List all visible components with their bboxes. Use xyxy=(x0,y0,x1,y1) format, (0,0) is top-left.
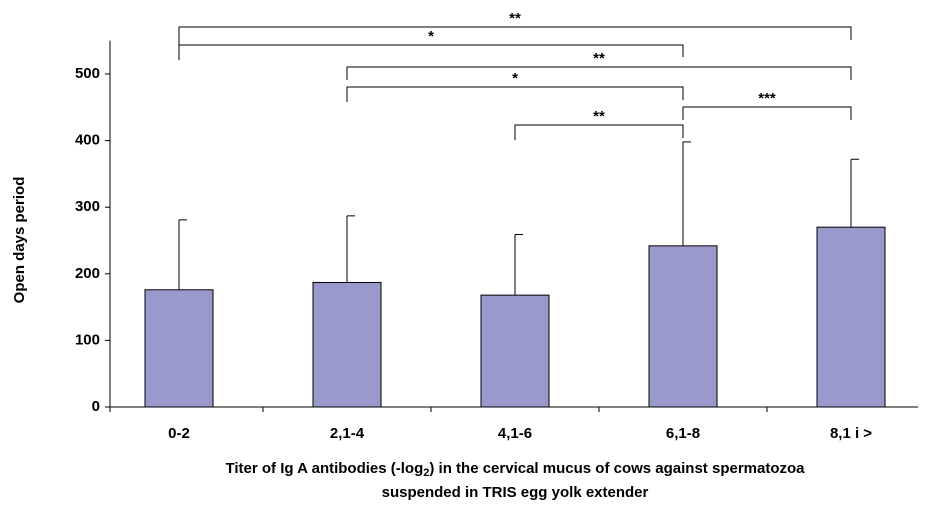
significance-label: ** xyxy=(593,50,605,67)
x-axis-title: suspended in TRIS egg yolk extender xyxy=(382,484,649,501)
significance-bracket xyxy=(178,44,684,60)
significance-bracket xyxy=(178,26,852,60)
x-tick-label: 4,1-6 xyxy=(498,425,532,442)
significance-label: *** xyxy=(758,90,776,107)
bar xyxy=(816,226,886,408)
x-tick-label: 0-2 xyxy=(168,425,190,442)
x-axis-title: Titer of Ig A antibodies (-log2) in the … xyxy=(225,460,805,479)
significance-bracket xyxy=(514,124,684,140)
significance-label: ** xyxy=(593,108,605,125)
x-tick-label: 8,1 i > xyxy=(830,425,872,442)
significance-bracket xyxy=(346,66,852,80)
y-tick-label: 0 xyxy=(92,398,100,415)
significance-label: * xyxy=(512,70,518,87)
x-tick-label: 2,1-4 xyxy=(330,425,365,442)
y-tick-label: 200 xyxy=(75,265,100,282)
x-axis-title-sub: 2 xyxy=(423,467,429,479)
significance-label: * xyxy=(428,28,434,45)
bar xyxy=(480,294,550,408)
x-axis-title-part: ) in the cervical mucus of cows against … xyxy=(429,460,805,477)
y-tick-label: 400 xyxy=(75,132,100,149)
bar xyxy=(144,289,214,408)
y-tick-label: 100 xyxy=(75,331,100,348)
y-axis-title: Open days period xyxy=(11,177,28,304)
significance-bracket xyxy=(346,86,684,102)
y-tick-label: 500 xyxy=(75,65,100,82)
bar xyxy=(648,245,718,408)
bar xyxy=(312,281,382,408)
significance-label: ** xyxy=(509,10,521,27)
x-tick-label: 6,1-8 xyxy=(666,425,700,442)
significance-bracket xyxy=(682,106,852,120)
x-axis-title-part: Titer of Ig A antibodies (-log xyxy=(225,460,423,477)
y-tick-label: 300 xyxy=(75,198,100,215)
